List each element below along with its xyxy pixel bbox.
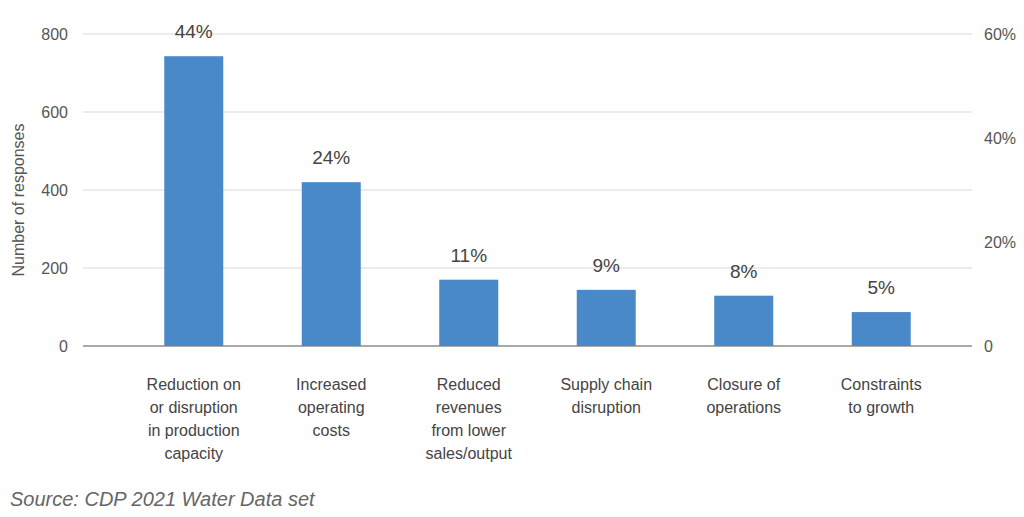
share-label: 5% (868, 277, 896, 298)
share-label: 9% (593, 255, 621, 276)
labels: 44% Reduction on or disruption in productio… (147, 21, 922, 462)
share-label: 8% (730, 261, 758, 282)
bar (714, 296, 773, 346)
x-tick-label: Supply chain disruption (560, 376, 652, 416)
x-tick-line: disruption (572, 399, 641, 416)
x-tick-line: capacity (164, 445, 223, 462)
source: Source: CDP 2021 Water Data set (10, 488, 316, 510)
x-tick-line: to growth (848, 399, 914, 416)
x-tick-line: Reduction on (147, 376, 241, 393)
y-axis-label: Number of responses (10, 124, 27, 277)
x-tick-label: Constraints to growth (841, 376, 922, 416)
y2-tick-label: 20% (984, 234, 1016, 251)
x-tick-line: in production (148, 422, 240, 439)
x-tick-line: operations (706, 399, 781, 416)
x-tick-line: Closure of (707, 376, 780, 393)
x-tick-label: Closure of operations (706, 376, 781, 416)
bars (164, 56, 911, 346)
y-tick-label: 800 (41, 26, 68, 43)
x-tick-label: Reduced revenues from lower sales/output (426, 376, 513, 462)
grid-line (83, 34, 972, 35)
y2-tick-label: 0 (984, 338, 993, 355)
x-tick-line: sales/output (426, 445, 513, 462)
x-tick-label: Reduction on or disruption in production ca… (147, 376, 241, 462)
share-label: 11% (450, 245, 487, 266)
x-tick-line: revenues (436, 399, 502, 416)
y-tick-label: 200 (41, 260, 68, 277)
share-label: 44% (175, 21, 213, 42)
x-tick-line: or disruption (150, 399, 238, 416)
bar (302, 182, 361, 346)
x-tick-line: Reduced (437, 376, 501, 393)
y2-tick-label: 40% (984, 130, 1016, 147)
x-tick-label: Increased operating costs (296, 376, 366, 439)
y2-tick-label: 60% (984, 26, 1016, 43)
bar (852, 312, 911, 346)
x-tick-line: Supply chain (560, 376, 652, 393)
y-tick-label: 600 (41, 104, 68, 121)
x-tick-line: Constraints (841, 376, 922, 393)
x-tick-line: Increased (296, 376, 366, 393)
y-tick-label: 0 (59, 338, 68, 355)
share-label: 24% (312, 147, 350, 168)
bar (164, 56, 223, 346)
bar (577, 290, 636, 346)
y-tick-label: 400 (41, 182, 68, 199)
x-tick-line: operating (298, 399, 365, 416)
x-tick-line: from lower (431, 422, 506, 439)
x-tick-line: costs (313, 422, 350, 439)
bar (439, 280, 498, 346)
